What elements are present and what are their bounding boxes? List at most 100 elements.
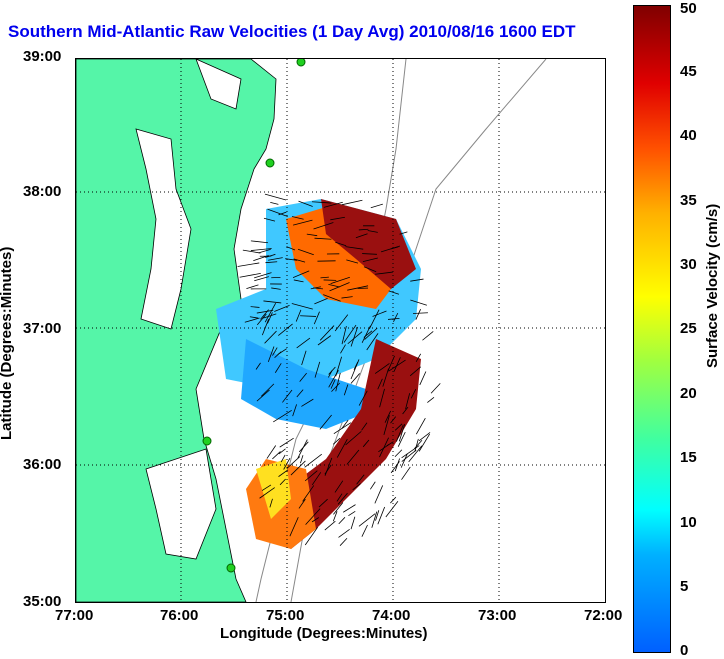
velocity-arrow [267, 312, 273, 324]
velocity-arrow [334, 314, 349, 332]
velocity-arrow [311, 517, 320, 523]
velocity-arrow [269, 498, 273, 508]
velocity-arrow [304, 526, 319, 546]
colorbar-tick: 35 [680, 192, 697, 209]
velocity-arrow [348, 510, 356, 517]
radar-site-marker [226, 563, 236, 573]
velocity-arrow [293, 258, 306, 263]
velocity-arrow [410, 299, 427, 306]
radar-site-marker [202, 436, 212, 446]
velocity-arrow [267, 208, 288, 217]
velocity-arrow [393, 312, 399, 323]
velocity-arrow [301, 350, 307, 366]
y-tick: 37:00 [23, 320, 62, 337]
velocity-arrow [297, 439, 308, 459]
velocity-arrow [427, 397, 435, 403]
velocity-arrow [397, 431, 406, 447]
map-title: Southern Mid-Atlantic Raw Velocities (1 … [8, 22, 576, 41]
velocity-arrow [258, 248, 271, 254]
y-axis-label: Latitude (Degrees:Minutes) [0, 246, 15, 440]
velocity-arrow [311, 201, 332, 204]
velocity-arrow [261, 318, 270, 336]
velocity-arrow [337, 492, 348, 505]
velocity-arrow [290, 460, 306, 476]
velocity-arrow [356, 474, 365, 485]
velocity-arrow [297, 248, 314, 256]
velocity-arrow [242, 249, 261, 254]
velocity-color-patch [241, 339, 376, 429]
velocity-arrow [239, 273, 261, 278]
velocity-arrow [369, 309, 380, 329]
colorbar-tick: 20 [680, 385, 697, 402]
velocity-arrow [263, 313, 277, 319]
velocity-arrow [415, 309, 421, 320]
velocity-arrow [374, 363, 390, 374]
velocity-arrow [400, 453, 408, 468]
velocity-arrow [331, 382, 341, 392]
velocity-arrow [369, 481, 376, 490]
colorbar-tick: 50 [680, 0, 697, 17]
velocity-arrow [256, 313, 267, 326]
velocity-arrow [380, 245, 401, 253]
velocity-arrow [278, 211, 287, 216]
velocity-arrow [341, 296, 353, 299]
velocity-arrow [350, 373, 361, 384]
colorbar-tick: 25 [680, 320, 697, 337]
velocity-arrow [256, 389, 270, 402]
x-tick: 73:00 [478, 607, 517, 624]
velocity-arrow [279, 478, 286, 486]
velocity-arrow [414, 439, 423, 449]
velocity-arrow [304, 470, 318, 482]
velocity-arrow [361, 524, 368, 537]
delaware-bay [195, 58, 242, 110]
velocity-arrow [394, 449, 403, 458]
velocity-arrow [323, 294, 341, 302]
colorbar-tick: 30 [680, 256, 697, 273]
velocity-arrow [370, 203, 383, 209]
map-svg [75, 57, 605, 603]
velocity-arrow [401, 466, 411, 480]
velocity-arrow [401, 445, 420, 459]
velocity-arrow [265, 261, 278, 264]
velocity-arrow [304, 453, 322, 468]
velocity-arrow [410, 278, 424, 282]
colorbar-tick: 15 [680, 449, 697, 466]
velocity-arrow [280, 454, 286, 463]
velocity-arrow [289, 517, 299, 537]
velocity-arrow [385, 501, 399, 518]
velocity-arrow [387, 318, 400, 320]
colorbar-tick: 10 [680, 514, 697, 531]
velocity-color-patch [321, 199, 416, 289]
velocity-arrow [320, 276, 329, 279]
velocity-arrow [375, 510, 380, 521]
velocity-arrow [250, 248, 272, 251]
velocity-arrow [332, 511, 338, 522]
velocity-arrow [379, 437, 389, 458]
velocity-arrow [249, 316, 259, 319]
velocity-arrow [343, 384, 349, 396]
velocity-arrow [285, 258, 298, 261]
x-tick: 77:00 [55, 607, 94, 624]
velocity-arrow [319, 325, 335, 341]
velocity-arrow [305, 508, 321, 525]
velocity-arrow [274, 305, 290, 312]
velocity-arrow [336, 438, 348, 458]
velocity-arrow [296, 389, 304, 398]
velocity-arrow [340, 344, 346, 354]
velocity-arrow [300, 315, 317, 317]
velocity-arrow [272, 347, 278, 356]
velocity-arrow [350, 516, 356, 530]
velocity-arrow [278, 469, 289, 477]
velocity-arrow [261, 484, 272, 491]
velocity-arrow [361, 325, 371, 343]
velocity-arrow [338, 528, 350, 538]
velocity-arrow [314, 237, 332, 240]
velocity-arrow [317, 335, 332, 346]
velocity-arrow [328, 370, 339, 388]
y-tick: 35:00 [23, 593, 62, 610]
velocity-arrow [254, 272, 272, 279]
velocity-arrow [271, 287, 281, 290]
velocity-arrow [335, 241, 347, 247]
velocity-arrow [371, 511, 378, 528]
colorbar-label: Surface Velocity (cm/s) [704, 203, 721, 368]
